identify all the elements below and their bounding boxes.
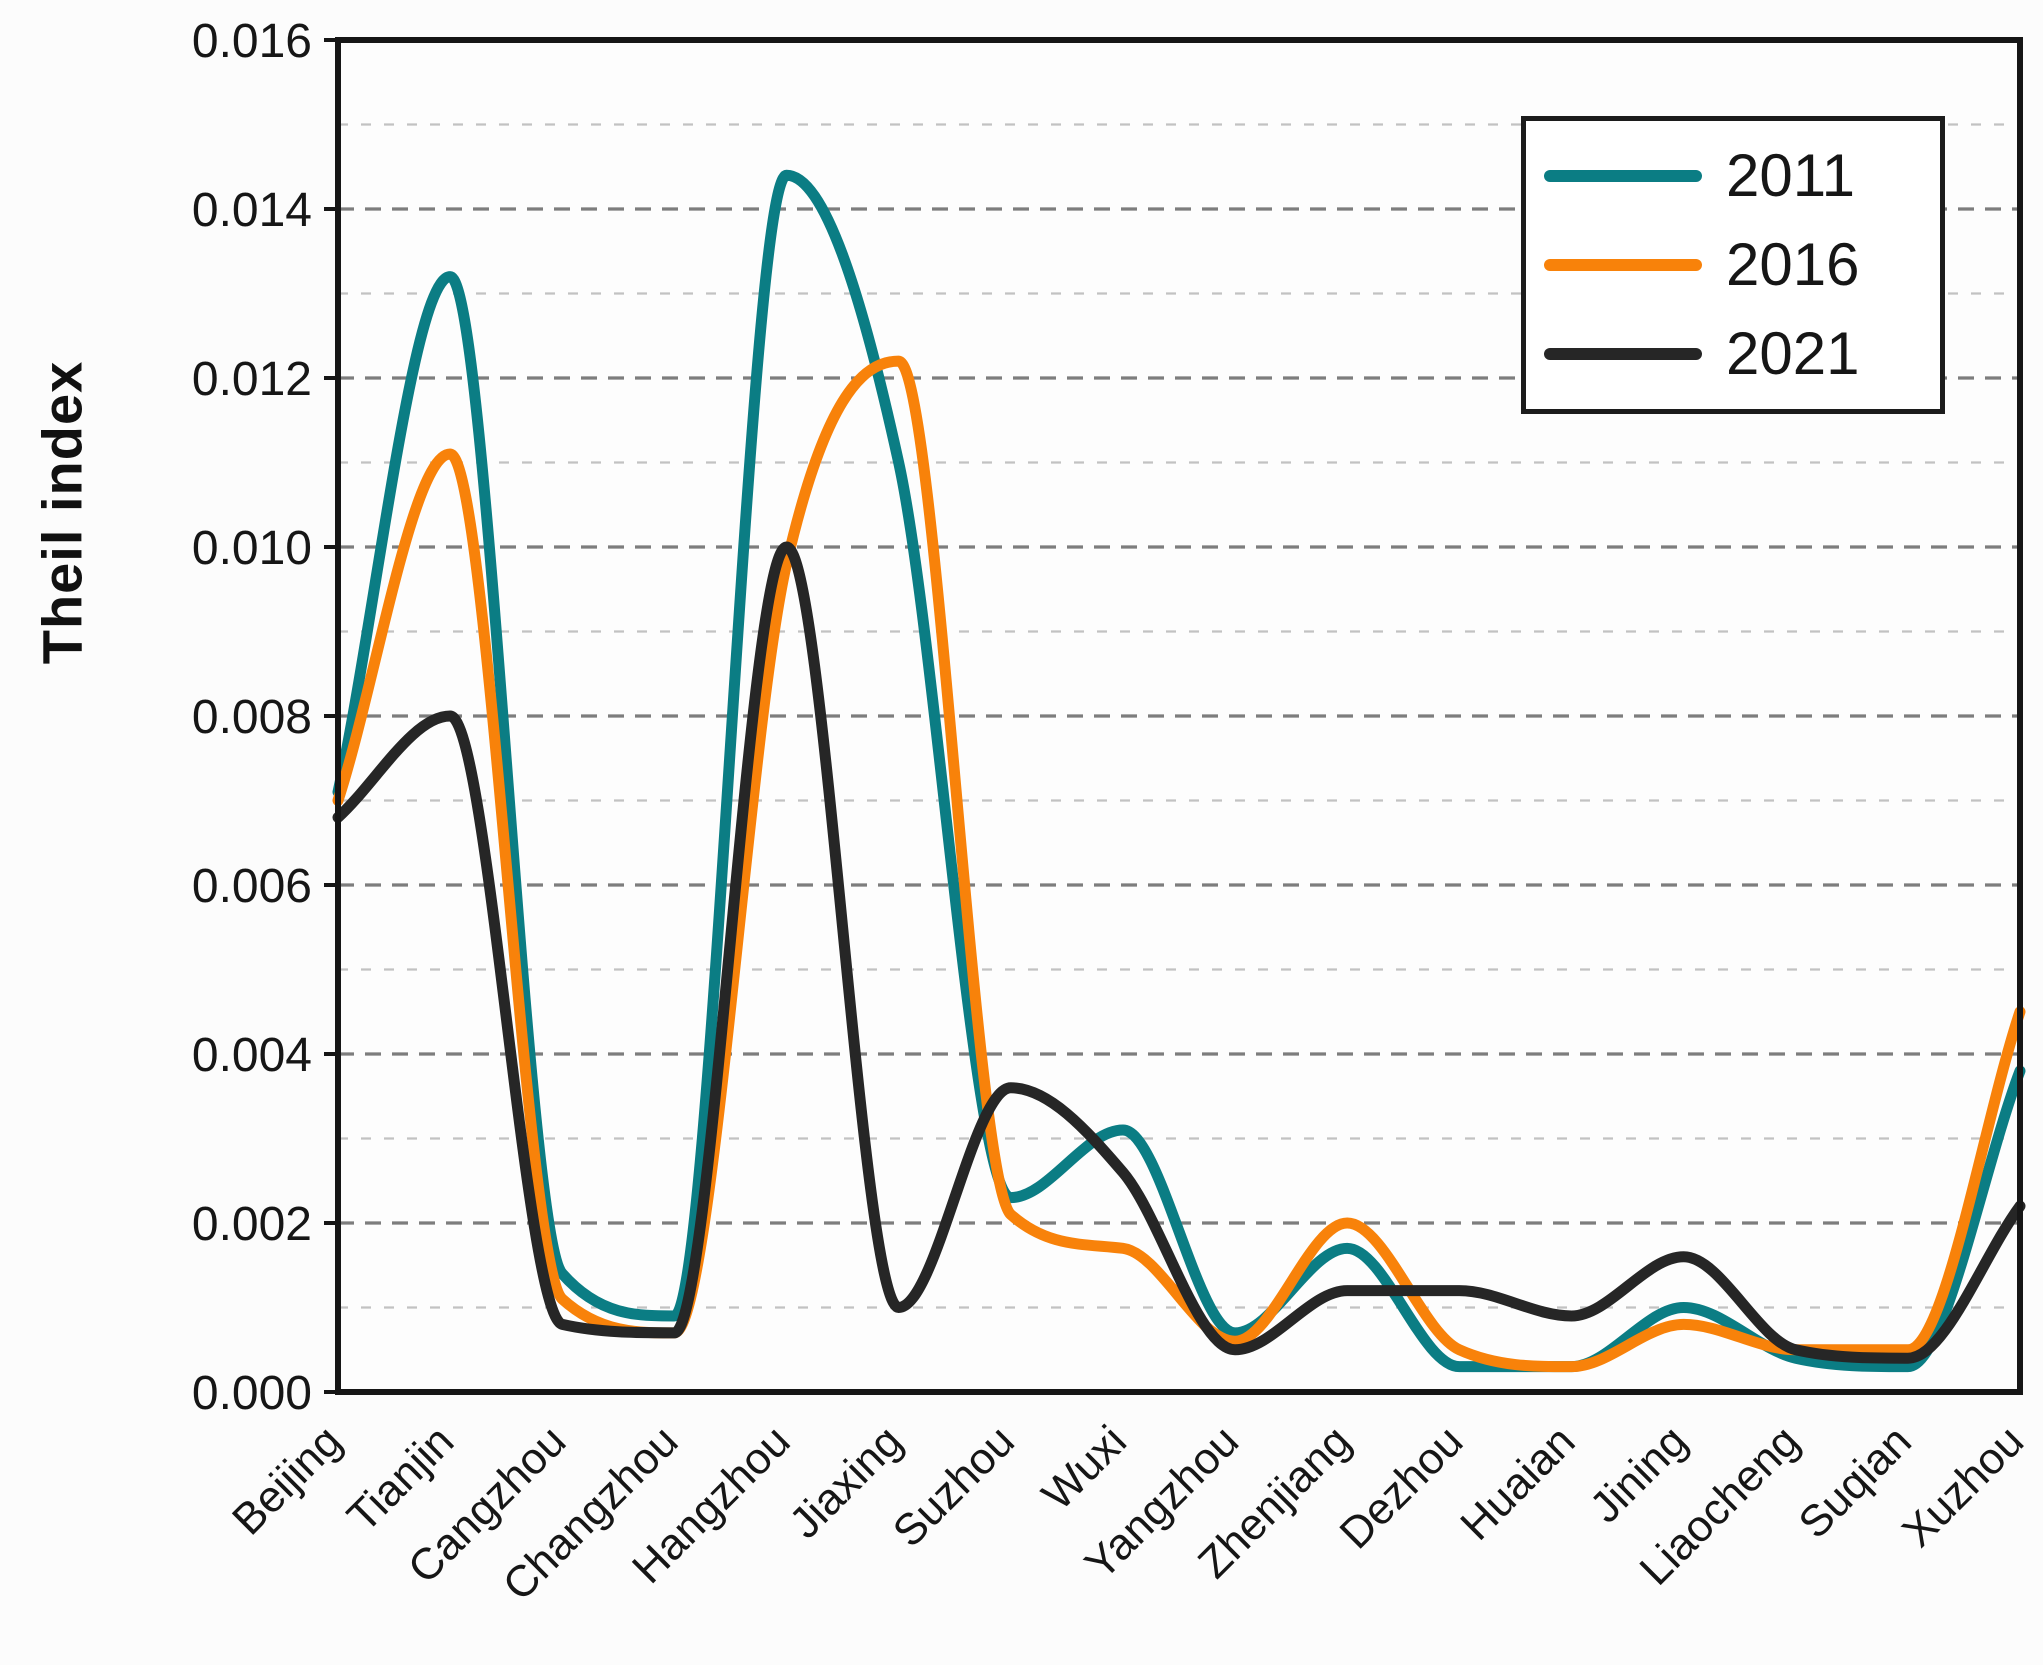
legend-label: 2016 <box>1726 230 1860 298</box>
x-tick-label: Beijing <box>223 1416 351 1544</box>
x-tick-label: Dezhou <box>1331 1416 1473 1558</box>
legend-label: 2011 <box>1726 141 1856 209</box>
y-tick-label: 0.000 <box>192 1367 312 1420</box>
y-tick-label: 0.016 <box>192 15 312 68</box>
y-tick-label: 0.004 <box>192 1029 312 1082</box>
x-tick-label: Xuzhou <box>1893 1416 2033 1556</box>
plot-frame <box>335 37 2023 1395</box>
legend-item-2016: 2016 <box>1544 230 1922 298</box>
y-tick-label: 0.010 <box>192 522 312 575</box>
legend: 2011 2016 2021 <box>1521 116 1945 414</box>
series-line-2011 <box>332 169 2026 1373</box>
y-tick-label: 0.014 <box>192 184 312 237</box>
legend-swatch-2021-icon <box>1544 348 1702 361</box>
legend-swatch-2016-icon <box>1544 258 1702 271</box>
y-tick-label: 0.006 <box>192 860 312 913</box>
series-line-2016 <box>332 355 2026 1373</box>
y-tick-label: 0.012 <box>192 353 312 406</box>
y-axis-title: Theil index <box>30 360 94 665</box>
legend-item-2011: 2011 <box>1544 141 1922 209</box>
y-tick-label: 0.002 <box>192 1198 312 1251</box>
legend-item-2021: 2021 <box>1544 324 1922 384</box>
series-line-2021 <box>332 541 2026 1364</box>
y-tick-label: 0.008 <box>192 691 312 744</box>
x-tick-label: Wuxi <box>1033 1416 1136 1519</box>
x-tick-label: Huaian <box>1451 1416 1584 1549</box>
legend-swatch-2011-icon <box>1544 169 1702 182</box>
x-tick-label: Suzhou <box>884 1416 1024 1556</box>
legend-label: 2021 <box>1726 320 1860 388</box>
